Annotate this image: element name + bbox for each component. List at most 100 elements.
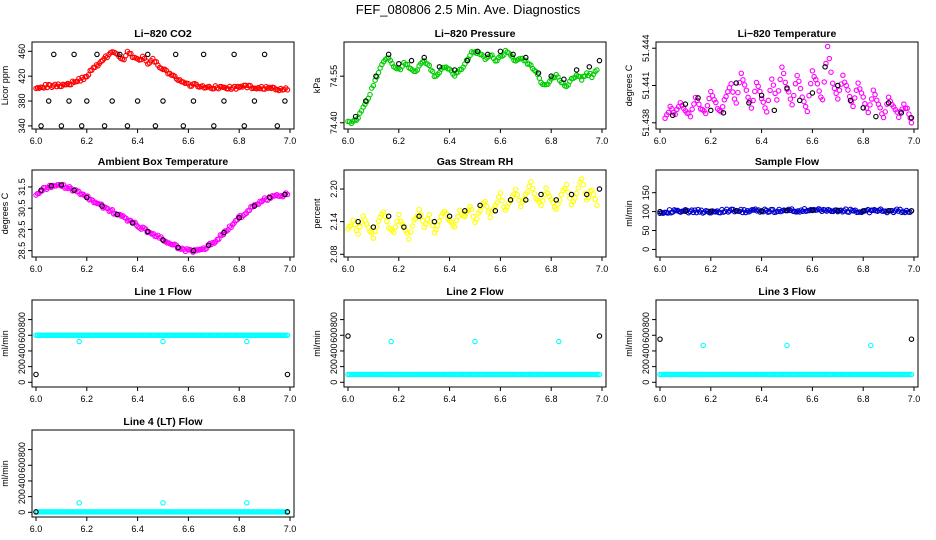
data-point	[145, 51, 151, 58]
data-point	[132, 219, 138, 226]
data-point	[71, 51, 77, 58]
data-point	[160, 98, 166, 104]
data-point	[274, 123, 281, 129]
data-point	[244, 338, 250, 345]
x-tick-label: 6.8	[233, 264, 246, 274]
x-tick-label: 6.0	[654, 394, 667, 404]
data-point	[507, 197, 514, 203]
series-main	[33, 48, 291, 94]
data-point	[374, 74, 380, 80]
data-point	[451, 224, 458, 230]
data-point	[877, 105, 883, 111]
data-point	[796, 78, 802, 85]
y-tick-label: 200	[329, 359, 339, 374]
panel-title: Li−820 Temperature	[738, 28, 837, 40]
data-point	[426, 211, 433, 218]
data-point	[517, 203, 524, 210]
figure-title: FEF_080806 2.5 Min. Ave. Diagnostics	[355, 2, 581, 17]
x-tick-label: 6.6	[182, 524, 195, 534]
data-point	[33, 509, 39, 515]
data-point	[901, 101, 907, 107]
data-point	[596, 186, 603, 192]
y-tick-label: 600	[17, 458, 27, 473]
y-tick-label: 200	[17, 489, 27, 504]
panel-title: Line 4 (LT) Flow	[123, 416, 203, 428]
data-point	[784, 342, 790, 349]
data-point	[499, 197, 505, 204]
data-point	[882, 109, 888, 115]
data-point	[355, 231, 361, 237]
data-point	[512, 186, 519, 193]
data-point	[282, 191, 288, 198]
data-point	[419, 218, 426, 224]
data-point	[251, 203, 258, 209]
data-point	[495, 194, 502, 200]
data-point	[824, 43, 831, 50]
y-tick-label: 2.20	[329, 180, 339, 198]
data-point	[700, 342, 706, 349]
x-tick-label: 7.0	[596, 264, 609, 274]
data-point	[741, 207, 747, 213]
data-point	[524, 189, 531, 195]
data-point	[719, 103, 726, 110]
y-axis-label: ml/min	[624, 200, 634, 227]
x-tick-label: 6.8	[857, 136, 870, 146]
data-point	[596, 371, 603, 378]
data-point	[451, 67, 458, 73]
x-tick-label: 6.2	[81, 136, 94, 146]
data-point	[484, 51, 491, 58]
data-point	[750, 97, 756, 104]
data-point	[792, 81, 799, 87]
x-tick-label: 6.6	[806, 136, 819, 146]
data-point	[462, 208, 468, 214]
panel-title: Li−820 CO2	[134, 28, 192, 40]
y-tick-label: 51.441	[641, 72, 651, 100]
data-point	[777, 76, 783, 83]
series-main	[345, 338, 603, 378]
data-point	[807, 80, 814, 87]
data-point	[528, 179, 534, 185]
data-point	[760, 99, 767, 105]
data-point	[775, 88, 782, 94]
data-point	[741, 82, 748, 88]
data-point	[84, 98, 90, 104]
data-point	[407, 229, 414, 235]
y-tick-label: 0	[17, 510, 27, 515]
data-point	[743, 87, 750, 93]
data-point	[76, 500, 82, 506]
panel-frame	[343, 169, 607, 258]
data-point	[784, 207, 790, 214]
x-tick-label: 6.6	[182, 136, 195, 146]
data-point	[385, 213, 392, 219]
data-point	[779, 64, 785, 70]
series-reference	[657, 336, 915, 342]
data-point	[708, 208, 714, 214]
data-point	[665, 109, 672, 116]
series-reference	[33, 509, 291, 515]
data-point	[553, 197, 560, 203]
x-tick-label: 6.6	[806, 394, 819, 404]
data-point	[740, 77, 746, 83]
data-point	[535, 70, 542, 76]
x-tick-label: 6.8	[233, 136, 246, 146]
data-point	[433, 227, 439, 233]
data-point	[691, 101, 697, 107]
data-point	[584, 191, 590, 198]
data-point	[770, 82, 777, 88]
data-point	[553, 206, 560, 213]
x-tick-label: 7.0	[284, 394, 297, 404]
y-tick-label: 460	[17, 44, 27, 59]
data-point	[48, 183, 54, 189]
data-point	[58, 182, 65, 188]
y-tick-label: 420	[17, 69, 27, 84]
series-reference	[345, 333, 603, 339]
data-point	[66, 98, 72, 104]
data-point	[765, 97, 772, 104]
data-point	[282, 98, 288, 104]
data-point	[802, 103, 809, 110]
data-point	[33, 371, 39, 378]
x-tick-label: 6.6	[494, 394, 507, 404]
data-point	[821, 79, 828, 85]
y-tick-label: 800	[17, 442, 27, 457]
panel-frame	[31, 429, 295, 518]
